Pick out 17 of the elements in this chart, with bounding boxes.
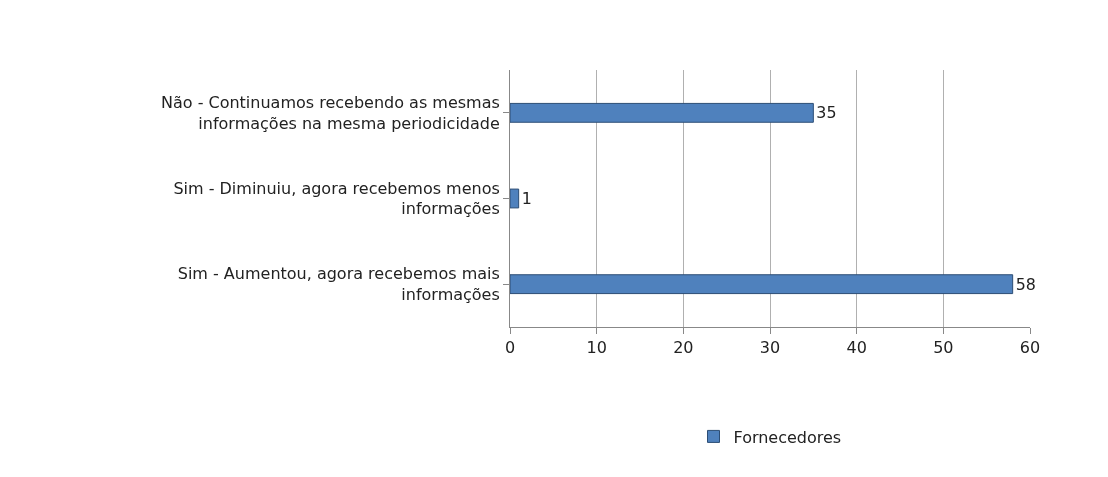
x-tick-label: 30 xyxy=(759,338,781,358)
x-tick-label: 10 xyxy=(586,338,607,358)
x-tick-label: 20 xyxy=(673,338,694,358)
bar xyxy=(510,188,520,209)
bar xyxy=(510,102,814,123)
data-label: 1 xyxy=(521,188,532,208)
y-tick-label: Sim - Diminuiu, agora recebemos menos informações xyxy=(173,178,500,219)
data-label: 58 xyxy=(1015,274,1036,294)
x-tick-label: 60 xyxy=(1019,338,1041,358)
legend-label: Fornecedores xyxy=(733,427,842,447)
y-tick-label: Sim - Aumentou, agora recebemos mais informações xyxy=(177,264,500,305)
x-tick-label: 40 xyxy=(846,338,867,358)
data-label: 35 xyxy=(816,103,837,123)
bar xyxy=(510,274,1014,295)
x-tick-label: 0 xyxy=(504,338,516,358)
y-tick-label: Não - Continuamos recebendo as mesmas informações na mesma periodicidade xyxy=(160,93,500,133)
x-tick-label: 50 xyxy=(933,338,954,358)
